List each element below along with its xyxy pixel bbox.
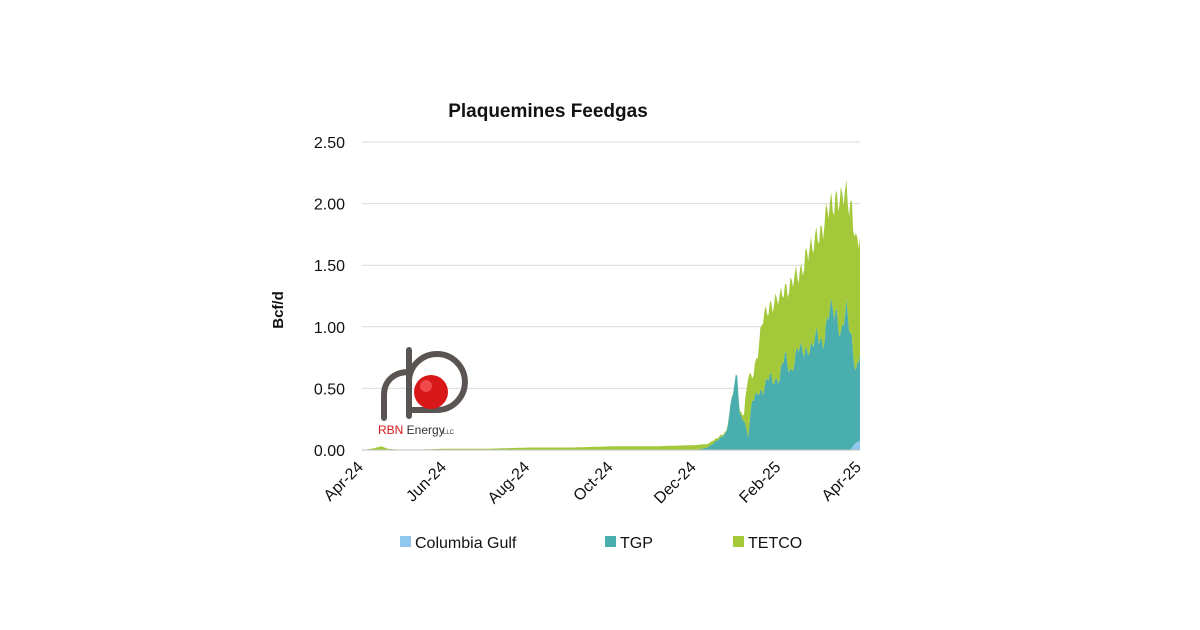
legend-item-columbia-gulf: Columbia Gulf [400, 535, 517, 552]
y-tick-labels: 0.00 0.50 1.00 1.50 2.00 2.50 [314, 135, 345, 460]
x-tick-label: Dec-24 [651, 459, 700, 508]
legend-swatch [400, 536, 411, 547]
y-tick-label: 1.00 [314, 320, 345, 337]
y-tick-label: 2.50 [314, 135, 345, 152]
legend-label: TETCO [748, 535, 802, 552]
y-axis-label: Bcf/d [270, 291, 287, 329]
y-tick-label: 1.50 [314, 258, 345, 275]
chart-title: Plaquemines Feedgas [448, 101, 648, 122]
logo-text: RBN Energy [378, 423, 445, 437]
legend: Columbia Gulf TGP TETCO [400, 535, 802, 552]
logo-text-llc: LLC [443, 430, 455, 436]
legend-swatch [605, 536, 616, 547]
rbn-logo-mark [381, 347, 468, 421]
legend-item-tgp: TGP [605, 535, 653, 552]
x-tick-labels: Apr-24 Jun-24 Aug-24 Oct-24 Dec-24 Feb-25 Apr-… [321, 459, 865, 508]
plot-area [362, 179, 860, 450]
x-tick-label: Apr-24 [321, 459, 367, 505]
legend-item-tetco: TETCO [733, 535, 802, 552]
legend-label: Columbia Gulf [415, 535, 517, 552]
x-tick-label: Jun-24 [403, 459, 450, 506]
x-tick-label: Aug-24 [485, 459, 534, 508]
x-tick-label: Oct-24 [571, 459, 617, 505]
y-tick-label: 0.00 [314, 443, 345, 460]
y-tick-label: 0.50 [314, 381, 345, 398]
rbn-logo: RBN Energy LLC [378, 347, 468, 437]
legend-swatch [733, 536, 744, 547]
x-tick-label: Feb-25 [736, 459, 784, 507]
y-tick-label: 2.00 [314, 197, 345, 214]
logo-text-rbn: RBN [378, 423, 403, 437]
logo-text-energy: Energy [403, 423, 444, 437]
legend-label: TGP [620, 535, 653, 552]
series-area-tgp [362, 298, 860, 450]
x-tick-label: Apr-25 [819, 459, 865, 505]
